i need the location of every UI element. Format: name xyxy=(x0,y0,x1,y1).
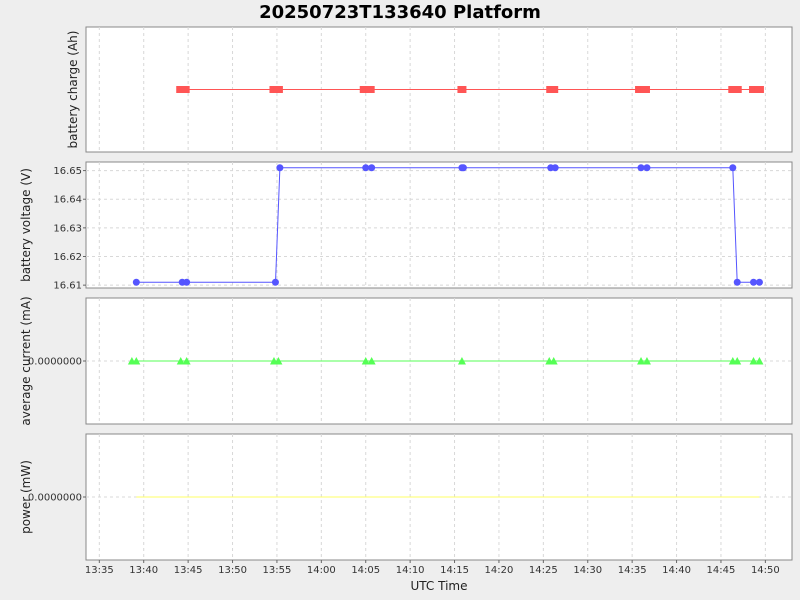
data-point xyxy=(642,357,651,365)
x-tick-label: 14:25 xyxy=(529,565,558,576)
y-axis-label-1: battery charge (Ah) xyxy=(66,31,80,149)
x-tick-label: 14:50 xyxy=(751,565,780,576)
data-point xyxy=(362,164,370,172)
panel-2: 16.61 16.62 16.63 16.64 16.65 battery voltage… xyxy=(19,161,793,292)
x-tick-label: 13:45 xyxy=(174,565,203,576)
x-tick-label: 13:50 xyxy=(218,565,247,576)
x-axis-label: UTC Time xyxy=(411,579,468,593)
data-point xyxy=(365,86,375,93)
y-axis-label-4: power (mW) xyxy=(19,460,33,534)
data-point xyxy=(276,164,284,172)
data-point xyxy=(733,278,741,286)
data-point xyxy=(132,357,141,365)
data-point xyxy=(271,278,279,286)
data-point xyxy=(361,357,370,365)
x-tick-label: 14:20 xyxy=(485,565,514,576)
chart-title: 20250723T133640 Platform xyxy=(259,2,541,23)
data-point xyxy=(750,278,758,286)
plot-area xyxy=(85,161,793,289)
data-point xyxy=(359,86,369,93)
data-point xyxy=(732,86,742,93)
data-point xyxy=(457,357,466,365)
data-point xyxy=(754,86,764,93)
x-tick-label: 13:55 xyxy=(263,565,292,576)
y-tick-label: 0.0000000 xyxy=(28,493,82,504)
data-point xyxy=(755,357,764,365)
x-axis: 13:35 13:40 13:45 13:50 13:55 14:00 14:05 14:10… xyxy=(85,560,780,576)
data-point xyxy=(367,357,376,365)
y-tick-label: 16.65 xyxy=(53,166,82,177)
data-point xyxy=(274,357,283,365)
data-point xyxy=(183,278,191,286)
data-point xyxy=(733,357,742,365)
data-point xyxy=(549,357,558,365)
y-tick-label: 16.64 xyxy=(53,195,82,206)
data-point xyxy=(755,278,763,286)
y-tick-label: 16.62 xyxy=(53,252,82,263)
data-point xyxy=(180,86,190,93)
data-point xyxy=(459,164,467,172)
data-point xyxy=(273,86,283,93)
x-tick-label: 14:40 xyxy=(662,565,691,576)
panels: battery charge (Ah)16.6116.6216.6316.641… xyxy=(19,26,793,561)
x-tick-label: 13:40 xyxy=(129,565,158,576)
x-tick-label: 14:45 xyxy=(707,565,736,576)
x-tick-label: 14:00 xyxy=(307,565,336,576)
data-point xyxy=(640,86,650,93)
data-point xyxy=(729,164,737,172)
x-tick-label: 14:10 xyxy=(396,565,425,576)
x-tick-label: 14:35 xyxy=(618,565,647,576)
data-point xyxy=(749,357,758,365)
panel-1: battery charge (Ah) xyxy=(66,26,793,153)
y-axis-label-3: average current (mA) xyxy=(19,296,33,425)
data-point xyxy=(182,357,191,365)
data-point xyxy=(749,86,759,93)
data-point xyxy=(457,86,467,93)
y-tick-label: 16.63 xyxy=(53,223,82,234)
data-point xyxy=(132,278,140,286)
x-tick-label: 14:30 xyxy=(573,565,602,576)
y-tick-label: 0.0000000 xyxy=(28,357,82,368)
x-tick-label: 14:05 xyxy=(351,565,380,576)
data-point xyxy=(637,357,646,365)
data-point xyxy=(643,164,651,172)
data-point xyxy=(368,164,376,172)
data-point xyxy=(176,357,185,365)
x-tick-label: 13:35 xyxy=(85,565,114,576)
data-point xyxy=(637,164,645,172)
x-tick-label: 14:15 xyxy=(440,565,469,576)
y-axis-label-2: battery voltage (V) xyxy=(19,168,33,282)
data-point xyxy=(551,164,559,172)
data-point xyxy=(549,86,559,93)
data-point xyxy=(635,86,645,93)
y-tick-label: 16.61 xyxy=(53,281,82,292)
